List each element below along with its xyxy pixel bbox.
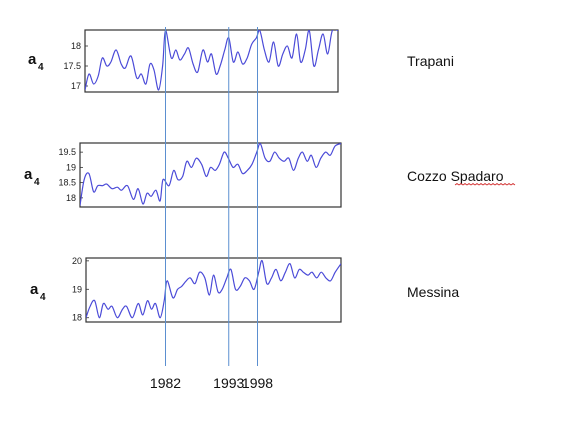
y-tick-label: 17 bbox=[71, 81, 81, 91]
y-axis-label: a bbox=[24, 166, 33, 183]
y-tick-label: 19 bbox=[72, 284, 82, 294]
series-line bbox=[86, 259, 341, 319]
plot-frame bbox=[79, 142, 342, 208]
y-tick-label: 19 bbox=[66, 162, 76, 172]
y-axis-label-subscript: 4 bbox=[38, 62, 44, 73]
y-tick-label: 17.5 bbox=[63, 61, 81, 71]
y-tick-label: 18 bbox=[66, 193, 76, 203]
marker-year-label: 1982 bbox=[150, 375, 181, 391]
y-axis-label: a bbox=[28, 51, 37, 68]
station-label: Trapani bbox=[407, 53, 454, 69]
station-label: Messina bbox=[407, 284, 459, 300]
spellcheck-underline bbox=[454, 183, 516, 186]
y-axis-label: a bbox=[30, 281, 39, 298]
plot-frame bbox=[85, 257, 342, 323]
panel-trapani: 18 17.5 17 a 4 Trapani bbox=[28, 29, 454, 93]
plot-frame bbox=[84, 29, 339, 93]
panel-cozzo-spadaro: 19.5 19 18.5 18 a 4 Cozzo Spadaro bbox=[24, 142, 516, 208]
y-tick-label: 20 bbox=[72, 256, 82, 266]
y-tick-label: 19.5 bbox=[58, 147, 76, 157]
y-tick-label: 18.5 bbox=[58, 178, 76, 188]
series-line bbox=[80, 143, 341, 206]
y-axis-label-subscript: 4 bbox=[34, 177, 40, 188]
y-axis-label-subscript: 4 bbox=[40, 292, 46, 303]
marker-year-label: 1993 bbox=[213, 375, 244, 391]
series-line bbox=[85, 30, 338, 91]
y-tick-label: 18 bbox=[71, 41, 81, 51]
panel-messina: 20 19 18 a 4 Messina bbox=[30, 256, 459, 323]
marker-year-label: 1998 bbox=[242, 375, 273, 391]
y-tick-label: 18 bbox=[72, 313, 82, 323]
station-label: Cozzo Spadaro bbox=[407, 168, 504, 184]
